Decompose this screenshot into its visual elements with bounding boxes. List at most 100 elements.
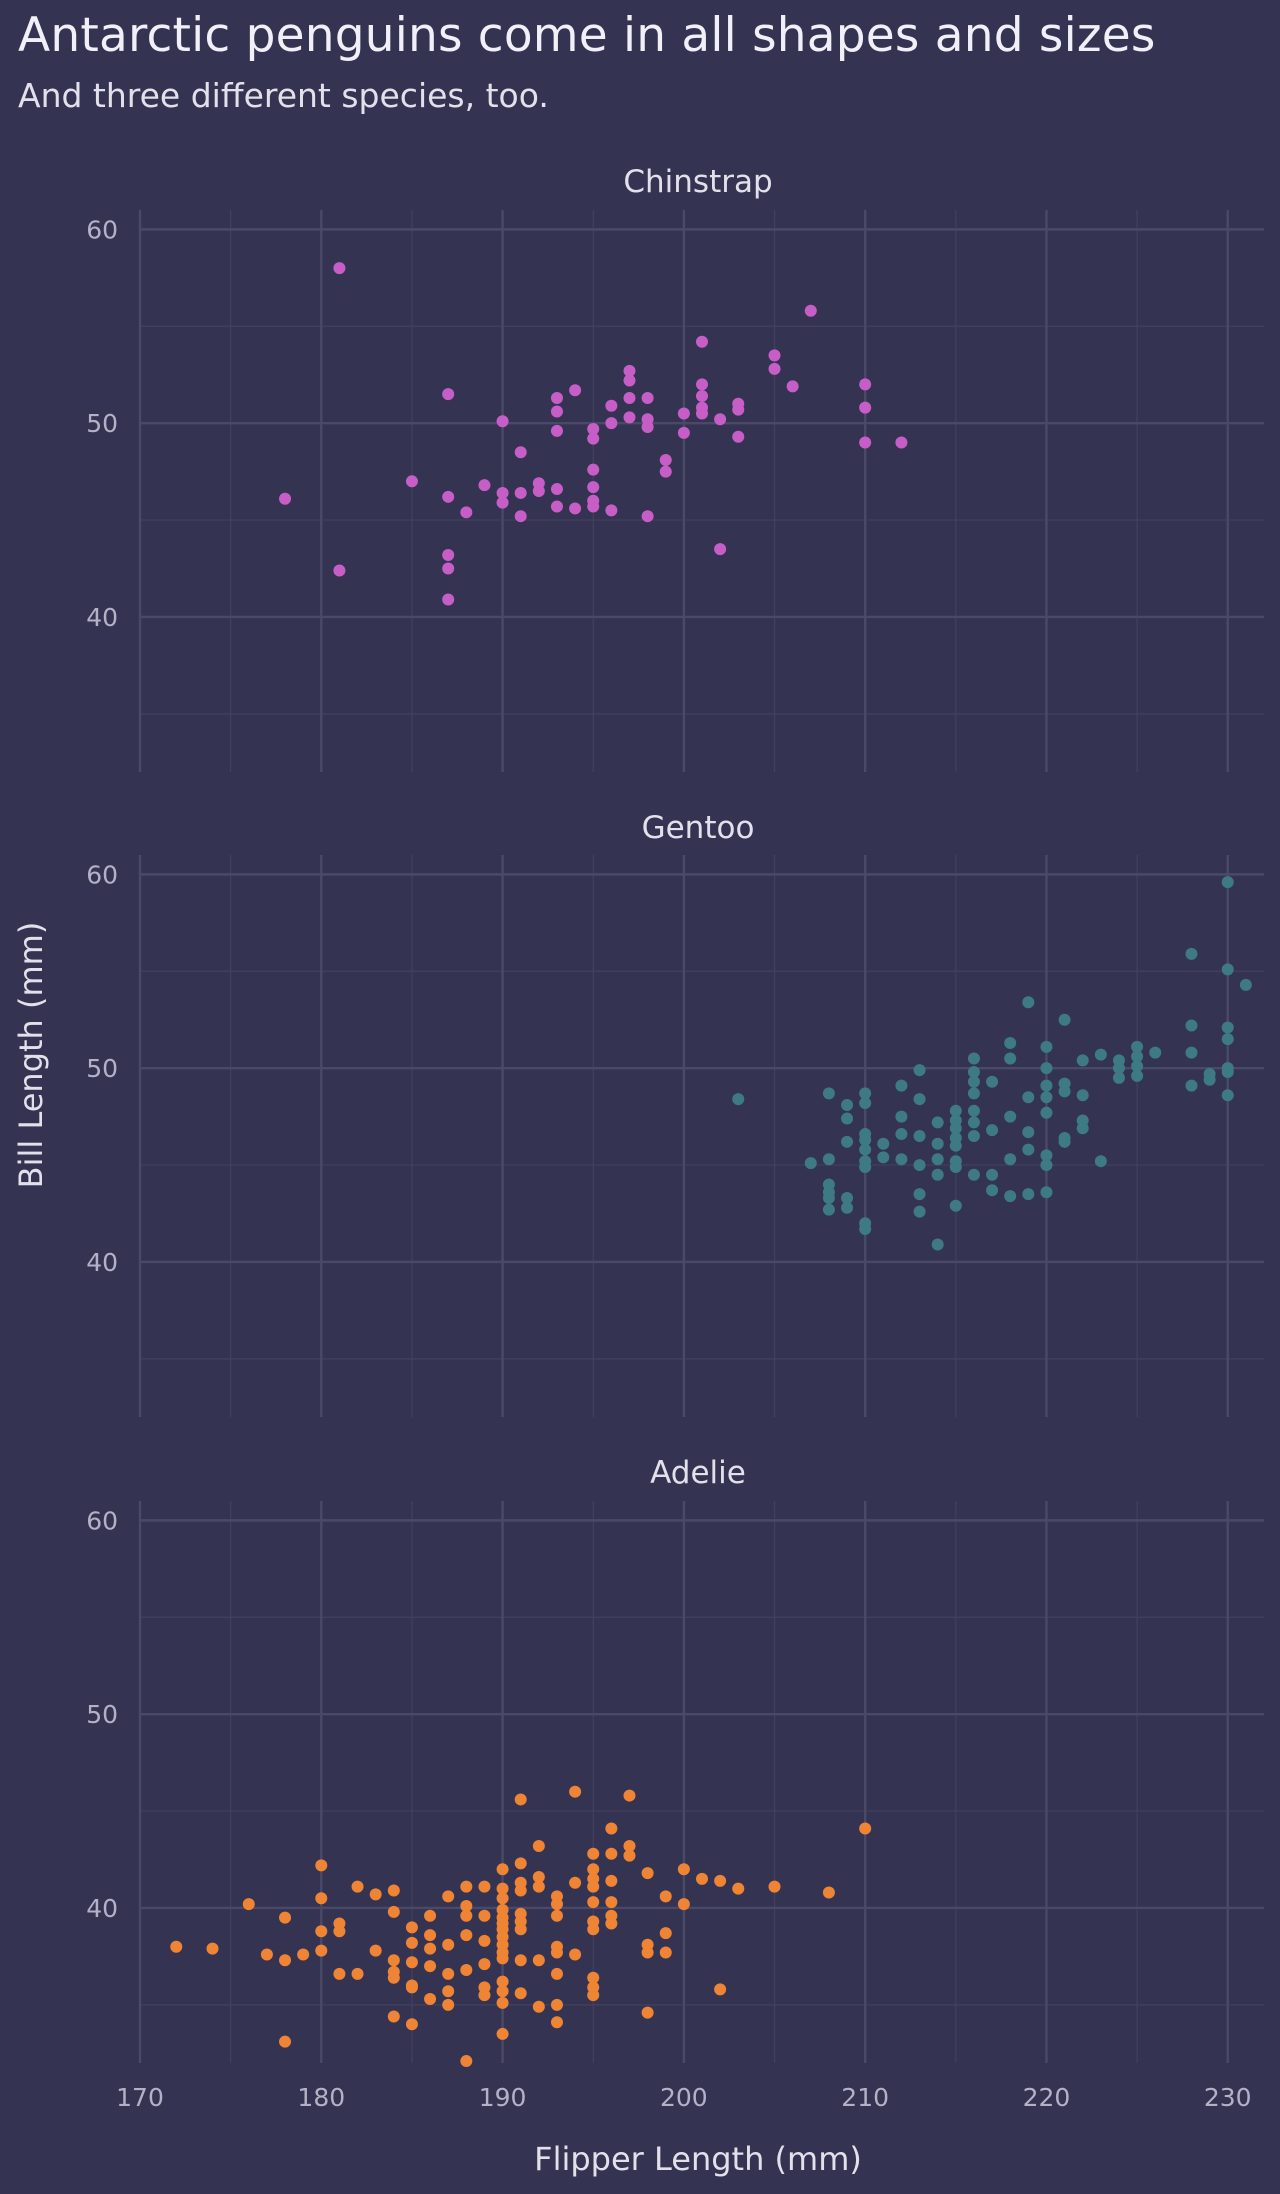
x-tick-label: 190 (479, 2083, 527, 2112)
data-point (1094, 1155, 1107, 1168)
data-point (1040, 1149, 1053, 1162)
data-point (732, 430, 745, 443)
data-point (967, 1168, 980, 1181)
data-point (1040, 1062, 1053, 1075)
data-point (1076, 1089, 1089, 1102)
data-point (714, 1874, 727, 1887)
data-point (405, 1981, 418, 1994)
data-point (442, 1890, 455, 1903)
data-point (605, 1822, 618, 1835)
data-point (550, 1946, 563, 1959)
data-point (550, 1998, 563, 2011)
data-point (569, 502, 582, 515)
data-point (1040, 1079, 1053, 1092)
data-point (641, 2006, 654, 2019)
data-point (1185, 1046, 1198, 1059)
data-point (550, 405, 563, 418)
data-point (841, 1112, 854, 1125)
data-point (1185, 1019, 1198, 1032)
data-point (333, 262, 346, 275)
data-point (986, 1184, 999, 1197)
data-point (1131, 1069, 1144, 1082)
data-point (931, 1137, 944, 1150)
x-axis-title: Flipper Length (mm) (534, 2140, 862, 2178)
data-point (895, 436, 908, 449)
data-point (605, 504, 618, 517)
panel-gentoo: Gentoo 40 50 60 (86, 810, 1264, 1417)
facet-title-adelie: Adelie (650, 1455, 746, 1491)
chart-title: Antarctic penguins come in all shapes an… (18, 8, 1156, 63)
data-point (714, 1983, 727, 1996)
data-point (931, 1153, 944, 1166)
data-point (949, 1104, 962, 1117)
data-point (351, 1967, 364, 1980)
data-point (913, 1205, 926, 1218)
data-point (442, 548, 455, 561)
data-point (496, 2027, 509, 2040)
data-point (967, 1066, 980, 1079)
data-point (424, 1993, 437, 2006)
data-point (1040, 1159, 1053, 1172)
data-point (442, 388, 455, 401)
data-point (550, 1967, 563, 1980)
data-point (242, 1898, 255, 1911)
data-point (279, 1911, 292, 1924)
data-point (1112, 1071, 1125, 1084)
data-point (1004, 1052, 1017, 1065)
data-point (496, 1863, 509, 1876)
y-tick-label: 40 (86, 1894, 118, 1923)
data-point (587, 422, 600, 435)
x-tick-label: 220 (1023, 2083, 1071, 2112)
data-point (1058, 1085, 1071, 1098)
data-point (170, 1940, 183, 1953)
data-point (623, 1849, 636, 1862)
data-point (1004, 1110, 1017, 1123)
data-point (1239, 978, 1252, 991)
data-point (333, 564, 346, 577)
data-point (641, 1867, 654, 1880)
data-point (623, 364, 636, 377)
data-point (822, 1153, 835, 1166)
data-point (1040, 1091, 1053, 1104)
data-point (424, 1929, 437, 1942)
data-point (496, 415, 509, 428)
data-point (550, 1909, 563, 1922)
data-point (841, 1135, 854, 1148)
data-point (931, 1116, 944, 1129)
data-point (315, 1892, 328, 1905)
data-point (532, 1880, 545, 1893)
data-point (605, 1874, 618, 1887)
data-point (1112, 1062, 1125, 1075)
data-point (260, 1948, 273, 1961)
data-point (659, 1890, 672, 1903)
data-point (986, 1124, 999, 1137)
data-point (351, 1880, 364, 1893)
data-point (1004, 1190, 1017, 1203)
data-point (587, 1923, 600, 1936)
data-point (405, 1956, 418, 1969)
data-point (333, 1967, 346, 1980)
data-point (460, 1963, 473, 1976)
data-point (550, 483, 563, 496)
data-point (859, 436, 872, 449)
data-point (315, 1859, 328, 1872)
data-point (1022, 1091, 1035, 1104)
data-point (949, 1139, 962, 1152)
data-point (1185, 1079, 1198, 1092)
data-point (1004, 1036, 1017, 1049)
data-point (1076, 1054, 1089, 1067)
data-point (514, 1987, 527, 2000)
data-point (859, 378, 872, 391)
data-point (1221, 1066, 1234, 1079)
data-point (732, 1093, 745, 1106)
data-point (1022, 1188, 1035, 1201)
data-point (1131, 1060, 1144, 1073)
data-point (623, 391, 636, 404)
data-point (1221, 1021, 1234, 1034)
data-point (387, 2010, 400, 2023)
data-point (677, 1863, 690, 1876)
panel-chinstrap: Chinstrap 40 50 60 (86, 164, 1264, 772)
data-point (206, 1942, 219, 1955)
data-point (696, 407, 708, 420)
data-point (496, 1892, 509, 1905)
